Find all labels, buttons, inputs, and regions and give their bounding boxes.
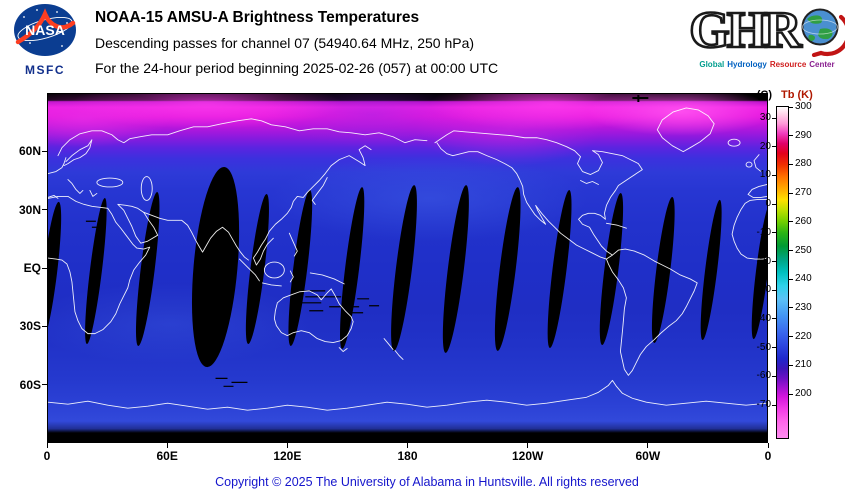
x-axis-tickmark (46, 443, 48, 448)
colorbar-kelvin-unit: Tb (K) (781, 89, 813, 101)
y-axis-tickmark (42, 150, 47, 152)
colorbar-right-tickmark (789, 307, 793, 309)
colorbar-kelvin-label: 300 (795, 101, 812, 112)
ghrc-logo: GHR (684, 3, 850, 59)
colorbar-kelvin-label: 240 (795, 273, 812, 285)
colorbar-kelvin-label: 220 (795, 330, 812, 342)
nasa-logo-text: NASA (25, 22, 65, 38)
colorbar-kelvin-label: 250 (795, 244, 812, 256)
colorbar-right-tickmark (789, 221, 793, 223)
colorbar-celsius-label: -70 (756, 399, 771, 410)
colorbar-celsius-label: -20 (756, 255, 771, 267)
ghrc-tagline-word: Resource (769, 60, 807, 69)
colorbar-celsius-label: 20 (759, 140, 771, 152)
y-axis-tickmark (42, 267, 47, 269)
x-axis-tickmark (166, 443, 168, 448)
colorbar-left-tickmark (772, 289, 776, 291)
colorbar-left-tickmark (772, 203, 776, 205)
y-axis-tick-label: 30N (18, 202, 41, 217)
x-axis-tickmark (527, 443, 529, 448)
x-axis-tick-label: 0 (764, 449, 772, 463)
colorbar-right-tickmark (789, 278, 793, 280)
x-axis-tick-label: 120W (511, 449, 544, 463)
ghrc-logo-block: GHR Global Hydrology Resource Center (684, 3, 850, 69)
x-axis-tickmark (647, 443, 649, 448)
ghrc-globe-c-icon (801, 8, 845, 57)
nasa-logo-block: NASA MSFC (10, 2, 80, 77)
colorbar-celsius-label: -60 (756, 370, 771, 382)
colorbar-right-tickmark (789, 192, 793, 194)
colorbar-left-tickmark (772, 261, 776, 262)
copyright-line: Copyright © 2025 The University of Alaba… (215, 475, 639, 489)
colorbar-kelvin-label: 280 (795, 158, 812, 170)
colorbar-kelvin-label: 270 (795, 187, 812, 199)
colorbar-right-tickmark (789, 135, 793, 137)
y-axis-tickmark (42, 325, 47, 327)
y-axis-tick-label: 60N (18, 144, 41, 159)
page-title: NOAA-15 AMSU-A Brightness Temperatures (95, 9, 420, 26)
colorbar-kelvin-label: 200 (795, 388, 812, 399)
colorbar-celsius-label: 10 (759, 169, 771, 181)
colorbar-left-tickmark (772, 232, 776, 234)
x-axis-tick-label: 0 (43, 449, 51, 463)
colorbar-left-tickmark (772, 404, 776, 406)
colorbar-right-tickmark (789, 106, 793, 108)
x-axis-tickmark (767, 443, 769, 448)
brightness-temperature-map (47, 93, 768, 443)
colorbar-right-tickmark (789, 250, 793, 251)
subtitle-period: For the 24-hour period beginning 2025-02… (95, 60, 499, 76)
colorbar-left-tickmark (772, 347, 776, 349)
colorbar-celsius-label: -10 (756, 226, 771, 238)
nasa-meatball-icon: NASA (14, 4, 76, 56)
x-axis-tick-label: 60E (156, 449, 178, 463)
colorbar-kelvin-label: 290 (795, 129, 812, 141)
subtitle-channel: Descending passes for channel 07 (54940.… (95, 35, 475, 51)
ghrc-tagline-word: Hydrology (727, 60, 767, 69)
msfc-label: MSFC (25, 63, 65, 77)
y-axis-tickmark (42, 209, 47, 211)
colorbar-celsius-label: -30 (756, 284, 771, 296)
colorbar-left-tickmark (772, 146, 776, 148)
x-axis-tick-label: 120E (273, 449, 302, 463)
colorbar-celsius-unit: (C) (756, 89, 772, 101)
colorbar-kelvin-label: 260 (795, 215, 812, 227)
ghrc-tagline: Global Hydrology Resource Center (684, 60, 850, 69)
colorbar-left-tickmark (772, 318, 776, 320)
ghrc-letters: GHR (688, 2, 803, 59)
coastline-layer (48, 107, 767, 411)
orbit-gap-layer (48, 94, 767, 387)
y-axis-tick-label: 30S (19, 319, 41, 334)
ghrc-tagline-word: Global (699, 60, 725, 69)
y-axis-tick-label: EQ (23, 261, 41, 275)
x-axis-tickmark (286, 443, 288, 448)
colorbar-left-tickmark (772, 174, 776, 176)
swath-start-marker (632, 94, 649, 102)
colorbar (776, 106, 789, 439)
y-axis-tick-label: 60S (19, 377, 41, 392)
ghrc-tagline-word: Center (809, 60, 835, 69)
colorbar-left-tickmark (772, 375, 776, 377)
x-axis-tickmark (407, 443, 408, 448)
colorbar-celsius-label: 30 (759, 112, 771, 123)
colorbar-right-tickmark (789, 393, 793, 395)
colorbar-celsius-label: -50 (756, 341, 771, 353)
colorbar-right-tickmark (789, 336, 793, 338)
x-axis-tick-label: 180 (397, 449, 418, 463)
colorbar-right-tickmark (789, 163, 793, 165)
colorbar-kelvin-label: 230 (795, 301, 812, 313)
colorbar-right-tickmark (789, 364, 793, 366)
colorbar-left-tickmark (772, 117, 776, 119)
colorbar-celsius-label: 0 (765, 198, 771, 210)
colorbar-celsius-label: -40 (756, 312, 771, 324)
x-axis-tick-label: 60W (635, 449, 661, 463)
colorbar-kelvin-label: 210 (795, 359, 812, 371)
y-axis-tickmark (42, 384, 47, 386)
